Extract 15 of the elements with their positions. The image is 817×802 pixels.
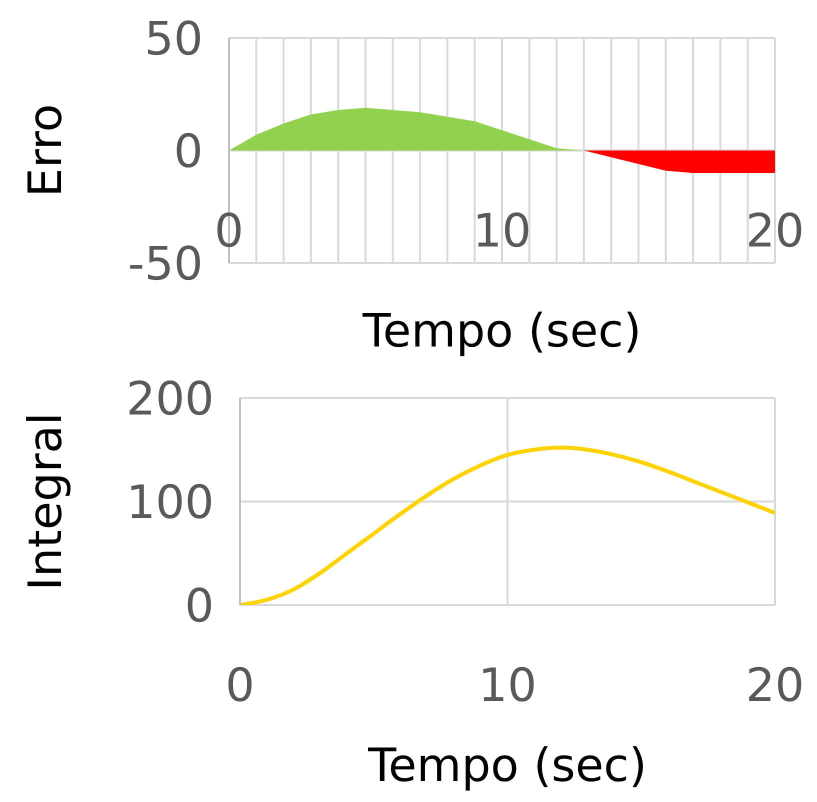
y-tick-label: 100 xyxy=(126,474,214,529)
x-axis-title: Tempo (sec) xyxy=(367,738,647,792)
x-tick-label: 10 xyxy=(472,204,532,258)
x-tick-label: 20 xyxy=(746,658,804,712)
x-tick-label: 0 xyxy=(225,658,255,712)
x-axis-title: Tempo (sec) xyxy=(362,304,642,358)
y-axis-title: Integral xyxy=(18,412,72,591)
y-tick-label: 0 xyxy=(174,124,203,178)
x-tick-label: 20 xyxy=(746,204,804,258)
y-axis-title: Erro xyxy=(18,104,72,198)
y-tick-label: 0 xyxy=(184,578,214,632)
x-tick-label: 10 xyxy=(478,658,537,712)
y-tick-label: -50 xyxy=(128,236,203,290)
y-tick-label: 200 xyxy=(126,371,214,426)
y-tick-label: 50 xyxy=(144,11,203,66)
